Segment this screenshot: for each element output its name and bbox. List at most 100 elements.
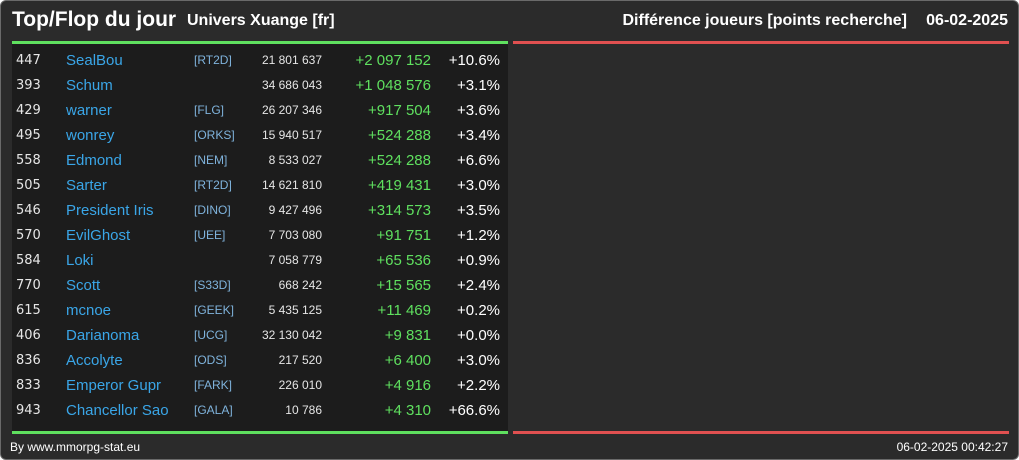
top-losers-divider [513,41,1009,44]
player-rank: 770 [16,278,41,293]
player-rank: 406 [16,328,41,343]
alliance-tag-link[interactable]: [NEM] [194,153,228,167]
player-rank: 558 [16,153,41,168]
percent-change: +1.2% [457,227,500,244]
table-row: 570 EvilGhost [UEE] 7 703 080 +91 751 +1.2% [12,223,508,248]
report-date: 06-02-2025 [926,12,1008,29]
table-row: 393 Schum 34 686 043 +1 048 576 +3.1% [12,73,508,98]
player-points: 9 427 496 [268,203,322,217]
percent-change: +2.2% [457,377,500,394]
points-difference: +2 097 152 [355,52,432,69]
alliance-tag-link[interactable]: [GALA] [194,403,233,417]
alliance-tag-link[interactable]: [UEE] [194,228,226,242]
percent-change: +3.1% [457,77,500,94]
player-rank: 447 [16,53,41,68]
player-rank: 584 [16,253,41,268]
footer-timestamp: 06-02-2025 00:42:27 [896,440,1008,454]
points-difference: +917 504 [368,102,431,119]
points-difference: +15 565 [376,277,431,294]
alliance-tag-link[interactable]: [RT2D] [194,53,232,67]
percent-change: +6.6% [457,152,500,169]
ranking-type-title: Différence joueurs [points recherche] [622,12,907,29]
percent-change: +0.0% [457,327,500,344]
alliance-tag-link[interactable]: [GEEK] [194,303,235,317]
table-row: 429 warner [FLG] 26 207 346 +917 504 +3.6% [12,98,508,123]
percent-change: +3.0% [457,352,500,369]
table-row: 833 Emperor Gupr [FARK] 226 010 +4 916 +2.2% [12,373,508,398]
table-row: 447 SealBou [RT2D] 21 801 637 +2 097 152 +10.… [12,48,508,73]
table-row: 406 Darianoma [UCG] 32 130 042 +9 831 +0.0% [12,323,508,348]
gainers-table: 447 SealBou [RT2D] 21 801 637 +2 097 152 +10.… [12,44,508,431]
player-name-link[interactable]: mcnoe [66,302,112,319]
player-points: 32 130 042 [261,328,322,342]
points-difference: +9 831 [384,327,431,344]
alliance-tag-link[interactable]: [FARK] [194,378,233,392]
player-rank: 429 [16,103,41,118]
header: Top/Flop du jour Univers Xuange [fr] Dif… [1,1,1018,41]
player-name-link[interactable]: SealBou [66,52,123,69]
universe-subtitle: Univers Xuange [fr] [187,12,335,29]
table-row: 836 Accolyte [ODS] 217 520 +6 400 +3.0% [12,348,508,373]
player-points: 21 801 637 [261,53,322,67]
table-row: 505 Sarter [RT2D] 14 621 810 +419 431 +3.0% [12,173,508,198]
player-points: 217 520 [278,353,322,367]
points-difference: +524 288 [368,127,431,144]
player-points: 26 207 346 [261,103,322,117]
table-row: 584 Loki 7 058 779 +65 536 +0.9% [12,248,508,273]
points-difference: +65 536 [376,252,431,269]
player-points: 7 703 080 [268,228,322,242]
player-name-link[interactable]: EvilGhost [66,227,131,244]
table-row: 558 Edmond [NEM] 8 533 027 +524 288 +6.6% [12,148,508,173]
table-row: 615 mcnoe [GEEK] 5 435 125 +11 469 +0.2% [12,298,508,323]
page-title: Top/Flop du jour [12,8,177,31]
player-name-link[interactable]: Darianoma [66,327,140,344]
player-name-link[interactable]: Sarter [66,177,107,194]
percent-change: +3.5% [457,202,500,219]
losers-bottom-divider [513,431,1009,434]
percent-change: +0.9% [457,252,500,269]
player-rank: 836 [16,353,41,368]
percent-change: +3.4% [457,127,500,144]
player-name-link[interactable]: Chancellor Sao [66,402,169,419]
player-name-link[interactable]: President Iris [66,202,154,219]
footer-credit[interactable]: By www.mmorpg-stat.eu [10,440,141,454]
table-row: 546 President Iris [DINO] 9 427 496 +314 573… [12,198,508,223]
player-rank: 833 [16,378,41,393]
player-points: 668 242 [278,278,322,292]
percent-change: +10.6% [448,52,500,69]
alliance-tag-link[interactable]: [FLG] [194,103,225,117]
player-rank: 505 [16,178,41,193]
player-points: 226 010 [278,378,322,392]
table-row: 943 Chancellor Sao [GALA] 10 786 +4 310 +66.6… [12,398,508,423]
points-difference: +4 310 [384,402,431,419]
alliance-tag-link[interactable]: [RT2D] [194,178,232,192]
points-difference: +4 916 [384,377,431,394]
player-points: 10 786 [285,403,322,417]
alliance-tag-link[interactable]: [UCG] [194,328,228,342]
player-name-link[interactable]: Schum [66,77,113,94]
player-name-link[interactable]: Edmond [66,152,122,169]
percent-change: +3.6% [457,102,500,119]
player-name-link[interactable]: Scott [66,277,101,294]
table-row: 770 Scott [S33D] 668 242 +15 565 +2.4% [12,273,508,298]
alliance-tag-link[interactable]: [DINO] [194,203,231,217]
alliance-tag-link[interactable]: [S33D] [194,278,231,292]
alliance-tag-link[interactable]: [ORKS] [194,128,235,142]
player-rank: 570 [16,228,41,243]
player-rank: 943 [16,403,41,418]
player-rank: 615 [16,303,41,318]
player-name-link[interactable]: Loki [66,252,94,269]
percent-change: +66.6% [448,402,500,419]
top-gainers-divider [12,41,508,44]
player-name-link[interactable]: Accolyte [66,352,123,369]
player-name-link[interactable]: wonrey [66,127,115,144]
percent-change: +0.2% [457,302,500,319]
player-rank: 546 [16,203,41,218]
player-name-link[interactable]: warner [66,102,112,119]
points-difference: +419 431 [368,177,431,194]
player-name-link[interactable]: Emperor Gupr [66,377,162,394]
points-difference: +1 048 576 [355,77,432,94]
alliance-tag-link[interactable]: [ODS] [194,353,227,367]
points-difference: +91 751 [376,227,431,244]
